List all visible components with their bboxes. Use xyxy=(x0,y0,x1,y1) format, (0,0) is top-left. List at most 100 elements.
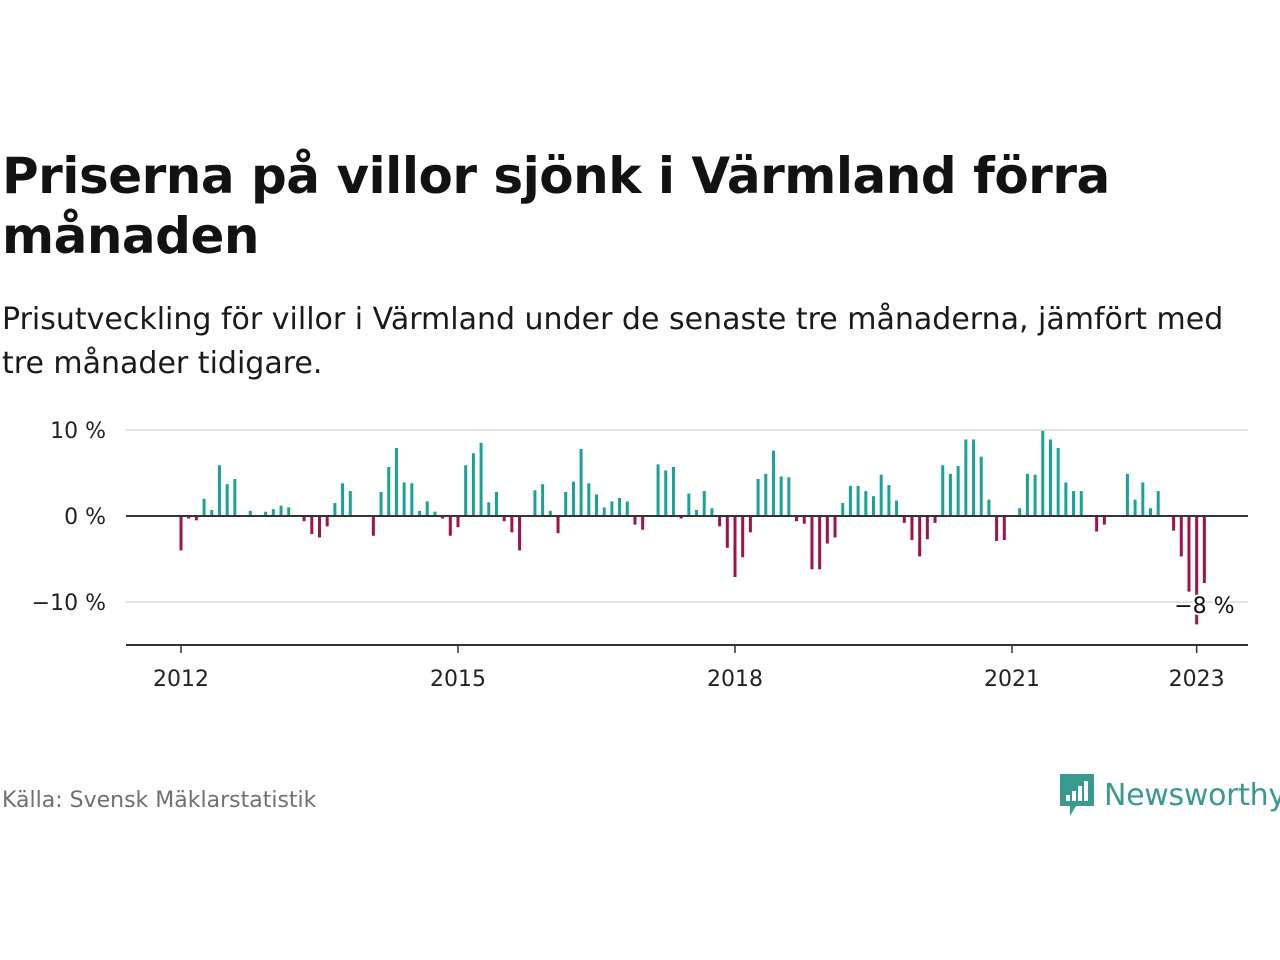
chart-subtitle: Prisutveckling för villor i Värmland und… xyxy=(2,302,1224,381)
bar xyxy=(410,483,414,516)
bar xyxy=(995,516,999,541)
source-note: Källa: Svensk Mäklarstatistik xyxy=(2,788,317,813)
bar xyxy=(394,448,398,516)
bar xyxy=(787,477,791,516)
bar xyxy=(656,464,660,516)
bar xyxy=(625,501,629,516)
bar xyxy=(564,491,568,516)
bar xyxy=(610,501,614,516)
bar xyxy=(733,516,737,578)
bar xyxy=(471,453,475,516)
bar xyxy=(510,516,514,533)
bar xyxy=(956,466,960,516)
bar xyxy=(641,516,645,530)
x-tick-label: 2021 xyxy=(984,667,1040,692)
bar xyxy=(779,476,783,516)
bar xyxy=(1202,516,1206,584)
bar xyxy=(402,482,406,516)
bar xyxy=(387,466,391,516)
bar xyxy=(918,516,922,557)
bar xyxy=(679,516,683,519)
bar xyxy=(879,474,883,516)
bar xyxy=(341,483,345,516)
bar xyxy=(441,516,445,519)
brand-logo[interactable]: Newsworthy xyxy=(1058,772,1280,818)
bar xyxy=(741,516,745,558)
bar xyxy=(948,473,952,516)
x-tick-label: 2023 xyxy=(1169,667,1225,692)
bar xyxy=(233,479,237,516)
x-tick-label: 2018 xyxy=(707,667,763,692)
bar xyxy=(664,470,668,516)
bar xyxy=(925,516,929,540)
bar xyxy=(933,516,937,523)
bar xyxy=(1056,448,1060,516)
bar xyxy=(479,442,483,516)
bar xyxy=(333,503,337,516)
y-tick-label: 10 % xyxy=(50,419,106,444)
bar xyxy=(833,516,837,538)
brand-name: Newsworthy xyxy=(1104,777,1280,813)
bar xyxy=(972,439,976,516)
bar xyxy=(279,505,283,516)
bar xyxy=(487,502,491,516)
bar xyxy=(1172,516,1176,531)
bar xyxy=(902,516,906,523)
bar xyxy=(187,516,191,519)
bar xyxy=(810,516,814,570)
bar xyxy=(202,498,206,516)
y-tick-label: 0 % xyxy=(64,505,106,530)
bar xyxy=(579,448,583,516)
bar xyxy=(872,496,875,516)
bar xyxy=(1041,430,1045,516)
bar xyxy=(1048,439,1052,516)
bar xyxy=(702,491,706,516)
bar xyxy=(1079,491,1083,516)
bar xyxy=(1102,516,1106,525)
bar xyxy=(587,483,591,516)
bar xyxy=(348,491,352,516)
bar xyxy=(433,511,437,516)
gridlines xyxy=(126,429,1248,603)
bar xyxy=(1064,482,1068,516)
bar xyxy=(687,493,691,516)
bar xyxy=(502,516,506,522)
bar xyxy=(179,516,183,551)
bar xyxy=(671,466,675,516)
bar xyxy=(541,484,545,516)
bar xyxy=(318,516,321,538)
bar xyxy=(795,516,799,522)
bar xyxy=(425,501,429,516)
bar xyxy=(533,490,537,516)
bar xyxy=(595,494,598,516)
bar xyxy=(1125,473,1129,516)
x-tick-label: 2012 xyxy=(153,667,209,692)
bar xyxy=(633,516,637,525)
bar xyxy=(1141,482,1145,516)
bar xyxy=(1002,516,1006,541)
bar xyxy=(518,516,522,551)
bar xyxy=(264,511,268,516)
price-change-bar-chart: 10 % 0 % −10 % 2012 2015 2018 2021 2023 −8 % xyxy=(32,419,1248,692)
bar xyxy=(718,516,722,527)
bar xyxy=(494,491,498,516)
bar xyxy=(448,516,452,536)
bar xyxy=(864,491,868,516)
bar xyxy=(571,481,575,516)
bar xyxy=(379,491,383,516)
bar xyxy=(695,509,699,516)
bar xyxy=(464,465,468,516)
bar xyxy=(1179,516,1183,557)
bar xyxy=(271,509,275,516)
bar xyxy=(548,510,552,516)
bar xyxy=(194,516,198,521)
bar xyxy=(325,516,329,527)
last-value-label: −8 % xyxy=(1174,594,1234,619)
bar xyxy=(910,516,914,541)
bar xyxy=(225,484,229,516)
bar xyxy=(856,485,860,516)
bar xyxy=(1156,491,1160,516)
bar xyxy=(764,473,768,516)
bar xyxy=(210,509,214,516)
bar xyxy=(1018,508,1022,516)
